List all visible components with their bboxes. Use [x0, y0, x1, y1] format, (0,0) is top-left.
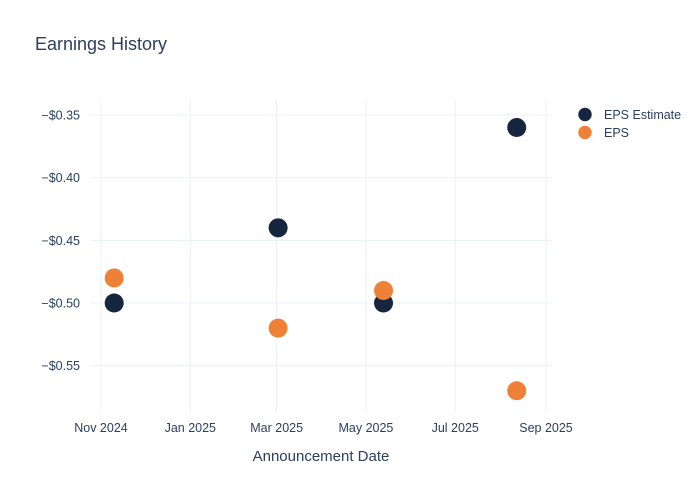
legend-marker-eps-icon: [578, 125, 592, 140]
plot-canvas[interactable]: [90, 100, 552, 412]
point-eps-estimate[interactable]: [268, 218, 288, 238]
y-tick-label: −$0.40: [41, 171, 80, 185]
y-tick-label: −$0.55: [41, 359, 80, 373]
y-tick-label: −$0.35: [41, 109, 80, 123]
chart-title: Earnings History: [35, 34, 168, 54]
legend-item-eps-estimate[interactable]: EPS Estimate: [578, 107, 681, 122]
legend-label: EPS Estimate: [604, 108, 681, 122]
point-eps[interactable]: [374, 280, 394, 300]
point-eps-estimate[interactable]: [104, 293, 124, 313]
point-eps[interactable]: [268, 318, 288, 338]
point-eps[interactable]: [104, 268, 124, 288]
x-tick-label: Mar 2025: [250, 421, 303, 435]
x-tick-label: Sep 2025: [519, 421, 573, 435]
y-tick-label: −$0.45: [41, 234, 80, 248]
legend-label: EPS: [604, 126, 629, 140]
x-tick-label: Jan 2025: [165, 421, 216, 435]
legend-item-eps[interactable]: EPS: [578, 125, 629, 140]
x-tick-label: Jul 2025: [432, 421, 479, 435]
y-tick-label: −$0.50: [41, 297, 80, 311]
x-tick-label: Nov 2024: [74, 421, 128, 435]
point-eps[interactable]: [507, 381, 527, 401]
x-tick-label: May 2025: [338, 421, 393, 435]
legend-marker-eps-estimate-icon: [578, 107, 592, 122]
point-eps-estimate[interactable]: [507, 118, 527, 138]
x-axis-title: Announcement Date: [253, 448, 390, 465]
